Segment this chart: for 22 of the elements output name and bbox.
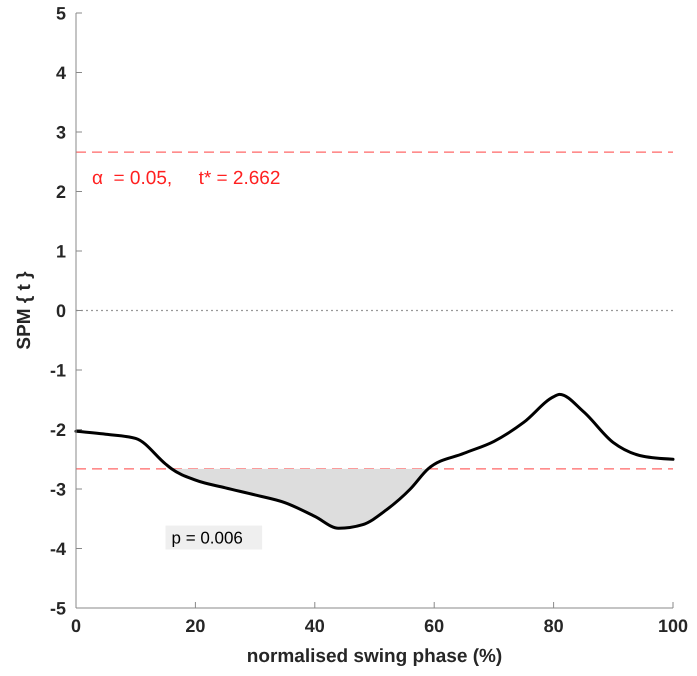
x-tick-label: 60 — [424, 616, 444, 636]
x-tick-label: 20 — [185, 616, 206, 636]
y-tick-label: 2 — [56, 182, 66, 202]
y-axis-title: SPM { t } — [14, 270, 35, 350]
x-tick-label: 100 — [658, 616, 688, 636]
y-tick-label: -1 — [50, 360, 66, 380]
y-tick-label: 3 — [56, 122, 66, 142]
x-axis-title: normalised swing phase (%) — [246, 646, 502, 667]
y-tick-label: 0 — [56, 300, 66, 321]
x-tick-label: 80 — [544, 616, 564, 636]
y-tick-label: 1 — [56, 241, 66, 262]
y-tick-label: -5 — [50, 598, 66, 618]
x-tick-label: 0 — [70, 616, 82, 636]
y-tick-label: 4 — [56, 62, 66, 83]
ref-line-label: α = 0.05, t* = 2.662 — [92, 168, 280, 190]
y-tick-label: -4 — [50, 538, 66, 559]
y-tick-label: 5 — [56, 3, 66, 24]
x-tick-label: 40 — [304, 616, 325, 636]
y-tick-label: -3 — [50, 479, 66, 500]
annotation: p = 0.006 — [172, 528, 243, 548]
y-tick-label: -2 — [50, 420, 66, 440]
line-series — [74, 392, 674, 530]
